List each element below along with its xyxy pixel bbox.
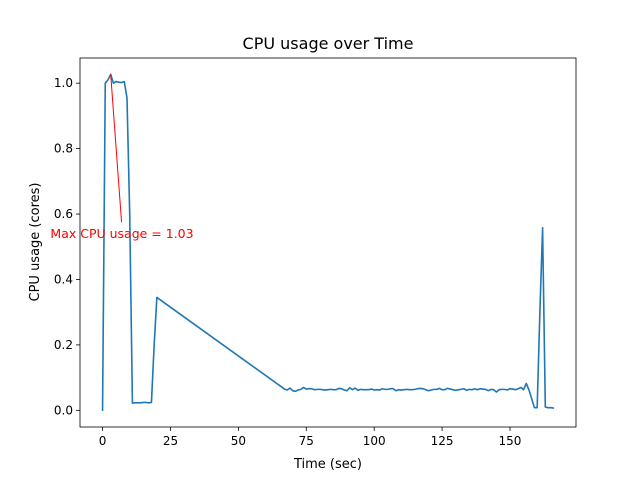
y-tick-label: 0.2: [54, 338, 73, 352]
annotation-group: Max CPU usage = 1.03: [50, 74, 194, 241]
x-tick-label: 75: [299, 434, 314, 448]
series-group: [101, 73, 555, 412]
y-tick-label: 0.4: [54, 272, 73, 286]
y-tick-label: 0.8: [54, 142, 73, 156]
x-tick-label: 100: [363, 434, 386, 448]
y-tick-label: 0.6: [54, 207, 73, 221]
annotation-text: Max CPU usage = 1.03: [50, 226, 193, 241]
y-axis-label: CPU usage (cores): [28, 183, 43, 302]
x-tick-label: 50: [231, 434, 246, 448]
axes: 0 25 50 75 100 125 150 0.0 0.2 0.4 0.6 0.8 1.0: [54, 57, 577, 448]
x-tick-label: 150: [499, 434, 522, 448]
y-tick-label: 0.0: [54, 403, 73, 417]
chart-title: CPU usage over Time: [243, 34, 414, 53]
plot-frame: [79, 57, 577, 428]
x-tick-label: 25: [163, 434, 178, 448]
annotation-arrow: [110, 74, 123, 223]
series-line: [101, 73, 555, 412]
x-tick-label: 0: [99, 434, 107, 448]
y-tick-label: 1.0: [54, 76, 73, 90]
x-axis-label: Time (sec): [293, 457, 362, 472]
x-tick-label: 125: [431, 434, 454, 448]
